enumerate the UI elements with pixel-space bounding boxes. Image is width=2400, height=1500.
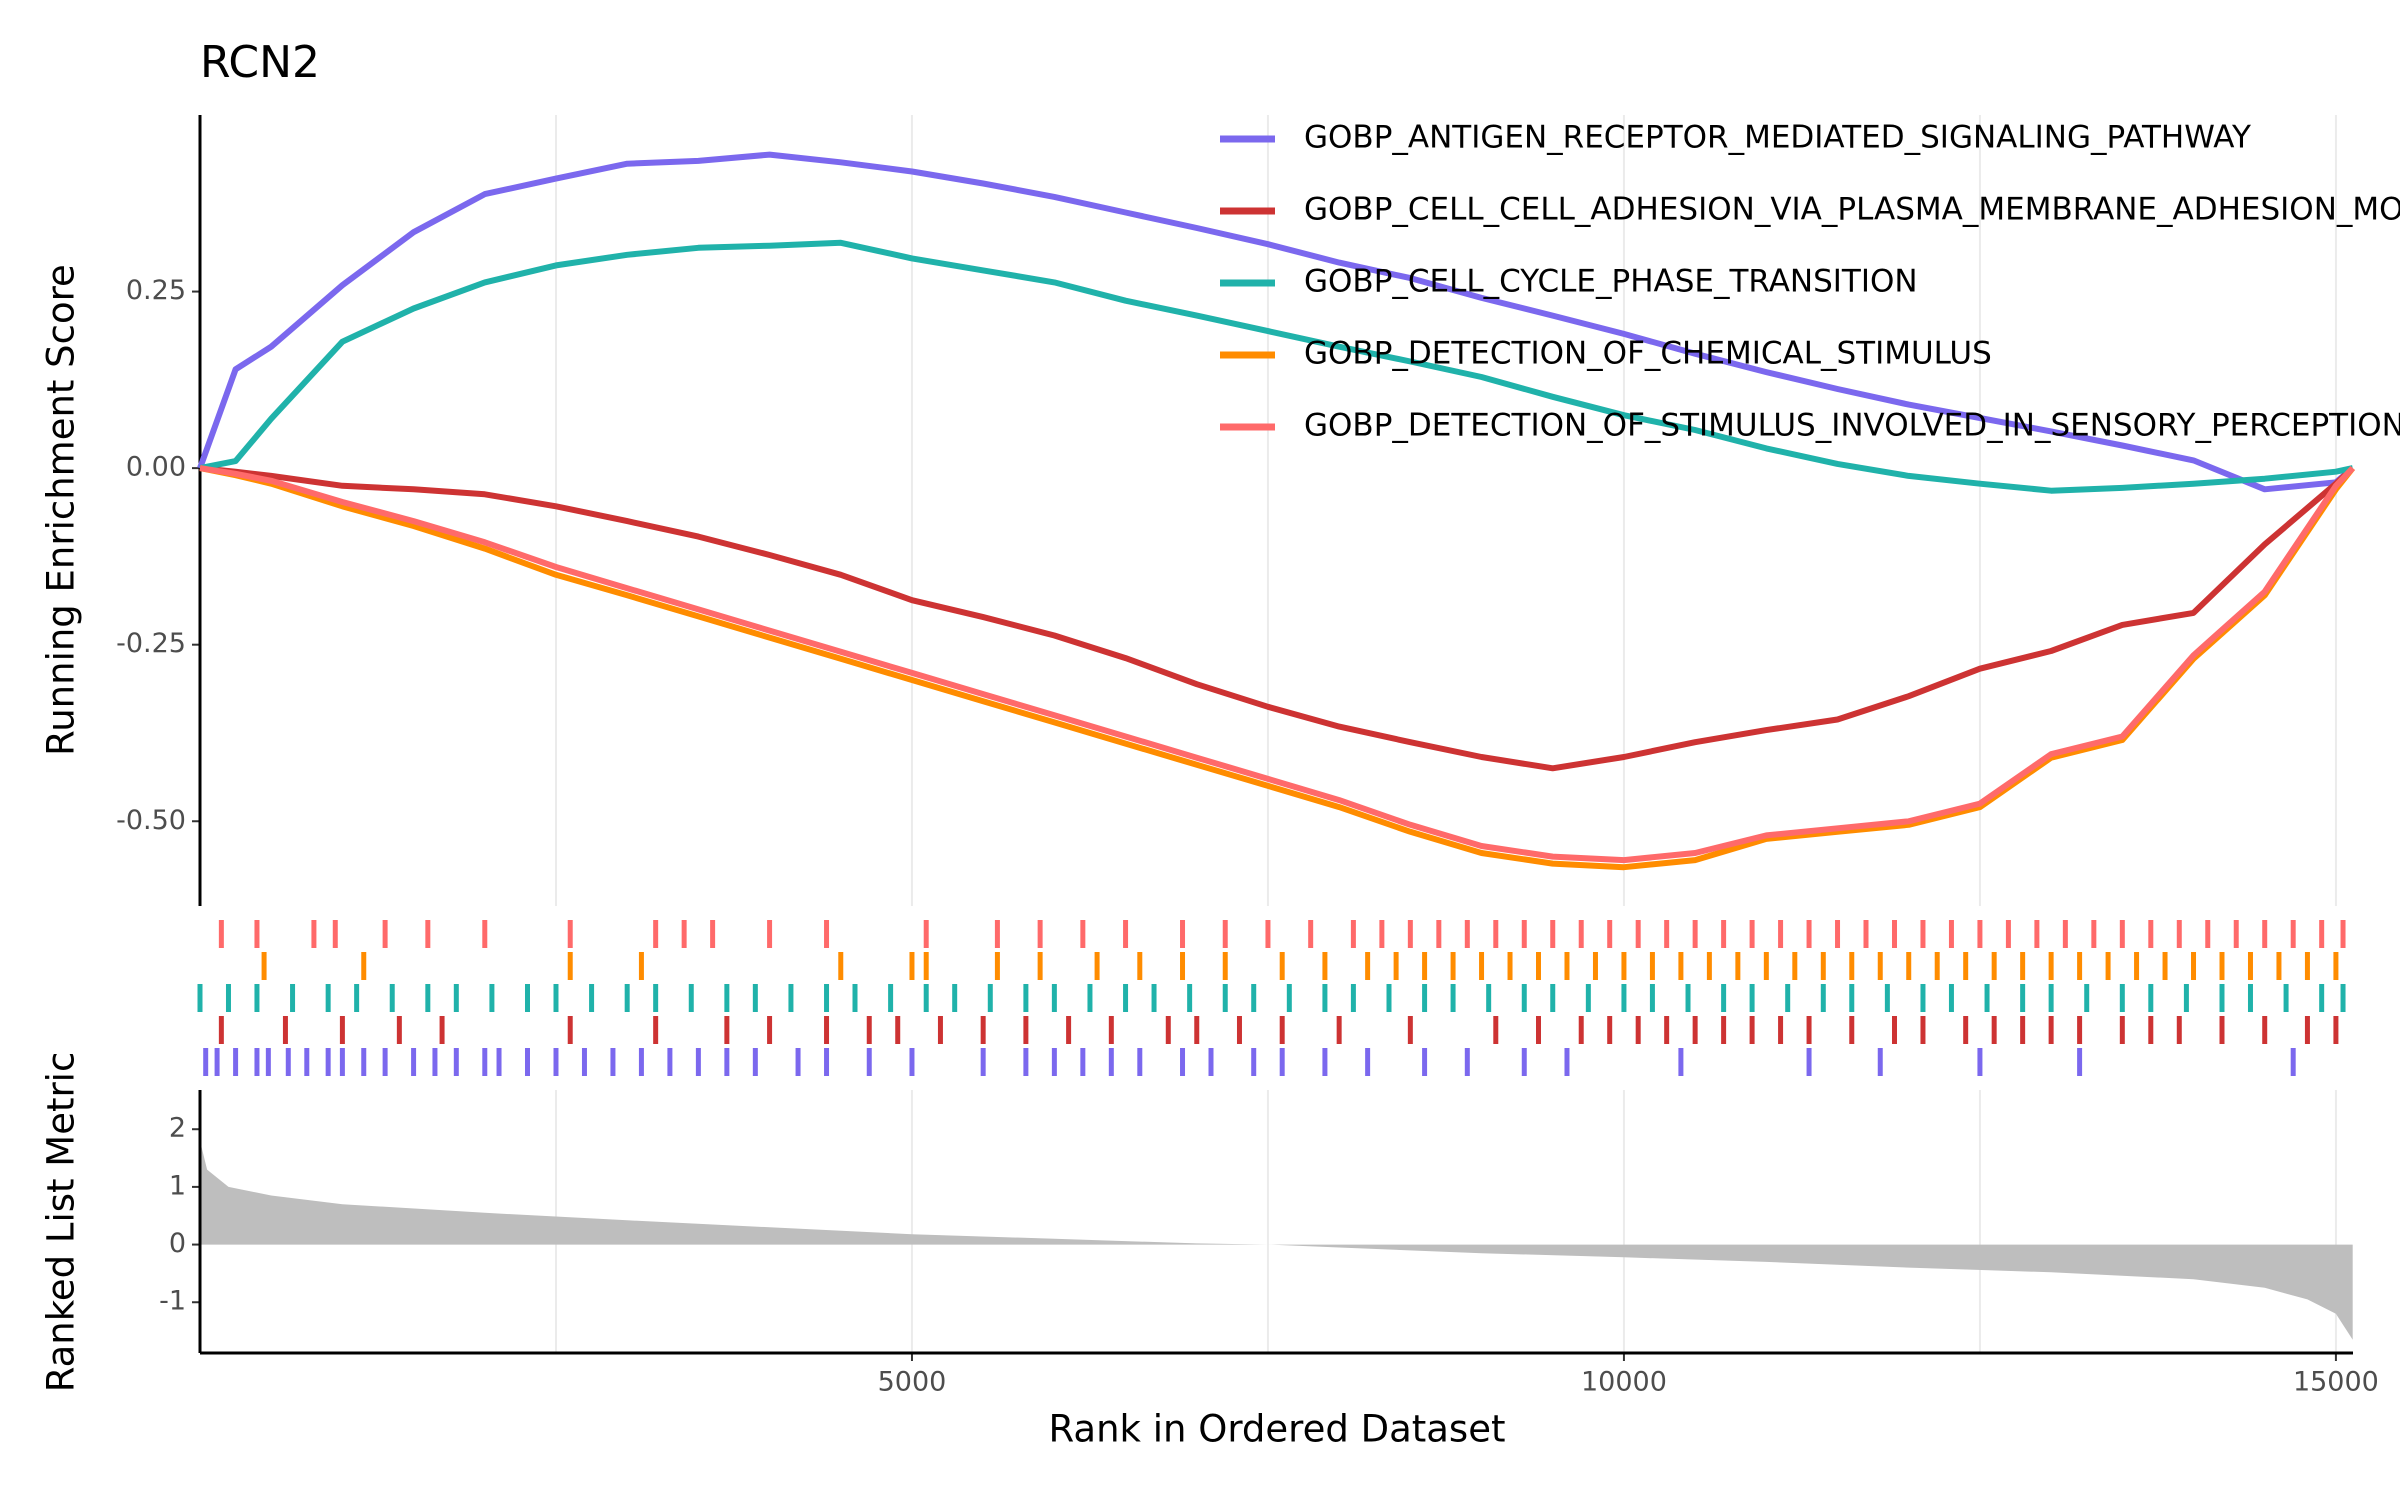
- y-tick-label: 1: [169, 1170, 186, 1201]
- y-tick-label: -0.25: [116, 628, 186, 659]
- y-tick-label: 2: [169, 1113, 186, 1144]
- series-line: [199, 465, 2355, 864]
- chart-title: RCN2: [200, 37, 320, 88]
- series-line: [197, 151, 2355, 493]
- y-axis-title: Running Enrichment Score: [40, 264, 83, 756]
- y-tick-label: -1: [159, 1286, 186, 1317]
- series-line: [199, 465, 2355, 772]
- y-tick-label: 0: [169, 1228, 186, 1259]
- series-line: [199, 465, 2356, 871]
- legend-label: GOBP_ANTIGEN_RECEPTOR_MEDIATED_SIGNALING…: [1304, 120, 2251, 156]
- y-axis-title: Ranked List Metric: [40, 1052, 83, 1393]
- legend-label: GOBP_DETECTION_OF_CHEMICAL_STIMULUS: [1304, 336, 1992, 372]
- y-tick-label: 0.00: [126, 452, 186, 483]
- x-tick-label: 10000: [1581, 1367, 1667, 1398]
- y-tick-label: 0.25: [126, 275, 186, 306]
- legend-label: GOBP_DETECTION_OF_STIMULUS_INVOLVED_IN_S…: [1304, 408, 2400, 444]
- x-tick-label: 15000: [2293, 1367, 2379, 1398]
- y-tick-label: -0.50: [116, 805, 186, 836]
- metric-area: [200, 1140, 2353, 1340]
- x-axis-title: Rank in Ordered Dataset: [1049, 1408, 1506, 1451]
- x-tick-label: 5000: [878, 1367, 947, 1398]
- series-line: [199, 239, 2354, 494]
- legend-label: GOBP_CELL_CELL_ADHESION_VIA_PLASMA_MEMBR…: [1304, 192, 2400, 228]
- legend-label: GOBP_CELL_CYCLE_PHASE_TRANSITION: [1304, 264, 1918, 300]
